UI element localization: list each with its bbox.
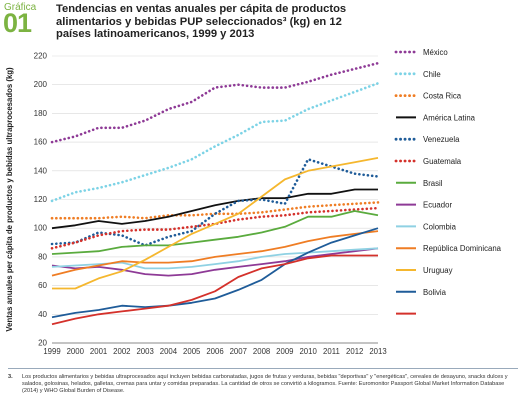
x-tick-label: 2000	[67, 347, 85, 356]
legend-label: Chile	[423, 70, 441, 79]
line-chart: 20 40 60 80 100 120 140 160 180 200 220 1999 2000 20…	[5, 48, 502, 356]
series-line-república-dominicana	[51, 230, 379, 277]
y-axis-ticks: 20 40 60 80 100 120 140 160 180 200 220	[34, 52, 48, 348]
series-lines	[50, 61, 380, 326]
series-line-chile	[50, 82, 380, 203]
legend-label: América Latina	[423, 113, 476, 122]
y-tick-label: 80	[38, 252, 47, 261]
legend-label: Guatemala	[423, 157, 462, 166]
footnote-text: Los productos alimentarios y bebidas ult…	[22, 374, 508, 395]
series-line-unnamed	[51, 254, 378, 326]
y-tick-label: 120	[34, 195, 48, 204]
x-tick-label: 2012	[346, 347, 363, 356]
footnote-number: 3.	[8, 374, 13, 380]
series-line-uruguay	[52, 157, 379, 290]
y-tick-label: 100	[34, 224, 48, 233]
x-axis-ticks: 1999 2000 2001 2002 2003 2004 2005 2006 2007 2008…	[43, 347, 386, 356]
x-tick-label: 2007	[230, 347, 247, 356]
x-tick-label: 2001	[90, 347, 107, 356]
y-axis-label: Ventas anuales per cápita de productos y…	[5, 67, 14, 332]
legend-label: Brasil	[423, 179, 443, 188]
x-tick-label: 2004	[160, 347, 178, 356]
chart-title: Tendencias en ventas anuales per cápita …	[56, 3, 347, 40]
x-tick-label: 2008	[253, 347, 270, 356]
x-tick-label: 2013	[369, 347, 386, 356]
y-tick-label: 60	[38, 281, 47, 290]
series-line-ecuador	[51, 247, 379, 277]
legend-label: México	[423, 48, 448, 57]
x-tick-label: 2006	[206, 347, 223, 356]
legend-label: Ecuador	[423, 201, 452, 210]
legend-label: Uruguay	[423, 266, 453, 275]
figure-number: 01	[3, 8, 32, 38]
x-tick-label: 2002	[113, 347, 130, 356]
x-tick-label: 2003	[136, 347, 153, 356]
x-tick-label: 2010	[299, 347, 317, 356]
y-tick-label: 20	[38, 339, 47, 348]
legend-label: República Dominicana	[423, 244, 502, 253]
chart-grid	[52, 55, 378, 344]
legend-label: Costa Rica	[423, 92, 462, 101]
x-tick-label: 2009	[276, 347, 293, 356]
figure-label: Gráfica	[4, 2, 37, 13]
legend-label: Venezuela	[423, 135, 460, 144]
y-tick-label: 180	[34, 109, 48, 118]
x-tick-label: 2005	[183, 347, 201, 356]
legend-label: Bolivia	[423, 288, 447, 297]
series-line-venezuela	[50, 158, 380, 247]
y-tick-label: 40	[38, 310, 47, 319]
series-line-brasil	[51, 210, 379, 255]
footnote-divider	[8, 368, 518, 369]
x-tick-label: 2011	[323, 347, 340, 356]
legend: México Chile Costa Rica América Latina Venez…	[394, 48, 502, 315]
y-tick-label: 220	[34, 52, 48, 61]
y-tick-label: 140	[34, 166, 48, 175]
series-line-américa-latina	[51, 188, 378, 230]
series-line-méxico	[50, 61, 380, 144]
series-line-guatemala	[50, 206, 380, 250]
y-tick-label: 160	[34, 138, 48, 147]
legend-label: Colombia	[423, 222, 457, 231]
x-tick-label: 1999	[43, 347, 60, 356]
series-line-bolivia	[51, 227, 379, 319]
y-tick-label: 200	[34, 80, 48, 89]
